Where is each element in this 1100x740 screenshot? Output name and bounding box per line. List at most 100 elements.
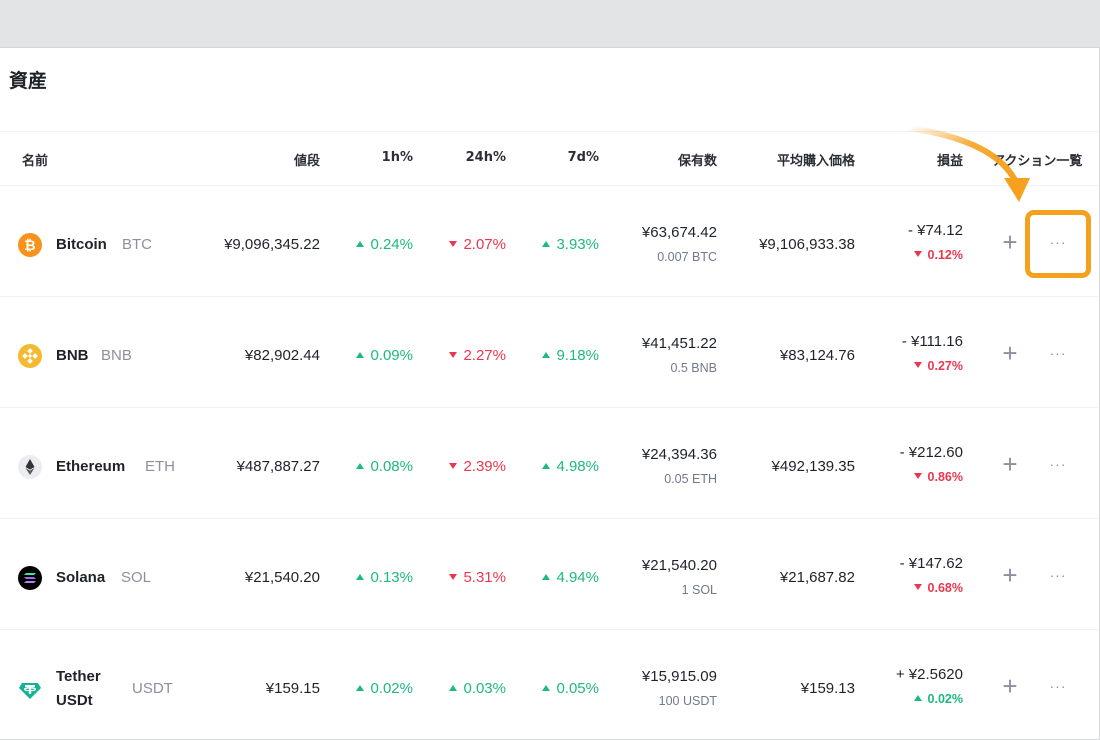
change-7d: 9.18% bbox=[542, 347, 599, 364]
coin-name-line2[interactable]: USDt bbox=[56, 692, 93, 709]
table-header: 名前 値段 1h% 24h% 7d% 保有数 平均購入価格 損益 アクション一覧 bbox=[0, 131, 1098, 186]
triangle-down-icon bbox=[449, 463, 458, 469]
holdings-amount: 1 SOL bbox=[681, 583, 717, 597]
holdings-value: ¥21,540.20 bbox=[641, 557, 717, 574]
tether-icon bbox=[18, 677, 42, 701]
triangle-down-icon bbox=[913, 362, 922, 368]
triangle-up-icon bbox=[542, 352, 551, 358]
triangle-up-icon bbox=[356, 463, 365, 469]
change-1h: 0.08% bbox=[356, 458, 413, 475]
price: ¥9,096,345.22 bbox=[224, 236, 320, 253]
header-1h[interactable]: 1h% bbox=[381, 150, 413, 165]
price: ¥82,902.44 bbox=[244, 347, 320, 364]
ethereum-icon bbox=[18, 455, 42, 479]
coin-symbol: BTC bbox=[122, 236, 152, 253]
more-options-button[interactable]: ··· bbox=[1049, 345, 1067, 361]
change-1h: 0.02% bbox=[356, 680, 413, 697]
triangle-down-icon bbox=[449, 574, 458, 580]
coin-name[interactable]: Ethereum bbox=[56, 458, 126, 475]
triangle-up-icon bbox=[356, 574, 365, 580]
panel-title: 資産 bbox=[9, 70, 48, 92]
holdings-amount: 100 USDT bbox=[658, 694, 717, 708]
top-bar bbox=[0, 0, 1100, 47]
add-transaction-button[interactable]: + bbox=[1002, 227, 1018, 257]
header-7d[interactable]: 7d% bbox=[567, 150, 599, 165]
price: ¥21,540.20 bbox=[244, 569, 320, 586]
callout-arrow-icon bbox=[905, 125, 1030, 202]
header-holdings[interactable]: 保有数 bbox=[677, 154, 717, 169]
pnl-percent: 0.12% bbox=[913, 248, 963, 262]
change-7d: 4.98% bbox=[542, 458, 599, 475]
change-7d: 0.05% bbox=[542, 680, 599, 697]
avg-buy-price: ¥492,139.35 bbox=[771, 458, 855, 475]
triangle-up-icon bbox=[542, 241, 551, 247]
triangle-up-icon bbox=[542, 463, 551, 469]
bitcoin-icon: ₿ bbox=[18, 233, 42, 257]
change-24h: 2.39% bbox=[449, 458, 506, 475]
triangle-down-icon bbox=[449, 241, 458, 247]
add-transaction-button[interactable]: + bbox=[1002, 560, 1018, 590]
triangle-up-icon bbox=[356, 241, 365, 247]
pnl-value: - ¥147.62 bbox=[899, 555, 963, 572]
coin-symbol: USDT bbox=[132, 680, 173, 697]
assets-panel: 資産 名前 値段 1h% 24h% 7d% 保有数 平均購入価格 損益 アクショ… bbox=[0, 47, 1100, 740]
change-1h: 0.09% bbox=[356, 347, 413, 364]
change-1h: 0.13% bbox=[356, 569, 413, 586]
triangle-down-icon bbox=[913, 473, 922, 479]
pnl-value: - ¥74.12 bbox=[907, 222, 963, 239]
coin-name-line1[interactable]: Tether bbox=[56, 668, 101, 685]
avg-buy-price: ¥159.13 bbox=[800, 680, 855, 697]
bnb-icon bbox=[18, 344, 42, 368]
asset-row-bnb[interactable]: BNB BNB ¥82,902.44 0.09% 2.27% 9.18% ¥41… bbox=[0, 297, 1098, 408]
triangle-down-icon bbox=[449, 352, 458, 358]
more-options-button[interactable]: ··· bbox=[1049, 456, 1067, 472]
asset-row-solana[interactable]: Solana SOL ¥21,540.20 0.13% 5.31% 4.94% … bbox=[0, 519, 1098, 630]
coin-name[interactable]: Solana bbox=[56, 569, 106, 586]
pnl-value: - ¥111.16 bbox=[901, 333, 963, 350]
asset-row-tether[interactable]: Tether USDt USDT ¥159.15 0.02% 0.03% 0.0… bbox=[0, 630, 1098, 740]
add-transaction-button[interactable]: + bbox=[1002, 449, 1018, 479]
more-options-button[interactable]: ··· bbox=[1049, 567, 1067, 583]
header-avg-buy-price[interactable]: 平均購入価格 bbox=[776, 154, 855, 169]
header-pnl[interactable]: 損益 bbox=[936, 154, 963, 169]
coin-symbol: SOL bbox=[121, 569, 152, 586]
holdings-amount: 0.05 ETH bbox=[664, 472, 717, 486]
coin-symbol: BNB bbox=[101, 347, 132, 364]
coin-name[interactable]: BNB bbox=[56, 347, 89, 364]
header-price[interactable]: 値段 bbox=[293, 154, 320, 169]
triangle-up-icon bbox=[449, 685, 458, 691]
pnl-percent: 0.68% bbox=[913, 581, 963, 595]
more-options-button[interactable]: ··· bbox=[1049, 678, 1067, 694]
triangle-up-icon bbox=[542, 685, 551, 691]
holdings-value: ¥41,451.22 bbox=[641, 335, 717, 352]
pnl-value: + ¥2.5620 bbox=[895, 666, 963, 683]
holdings-amount: 0.5 BNB bbox=[670, 361, 717, 375]
asset-row-bitcoin[interactable]: ₿ Bitcoin BTC ¥9,096,345.22 0.24% 2.07% … bbox=[0, 186, 1098, 297]
price: ¥159.15 bbox=[265, 680, 320, 697]
asset-row-ethereum[interactable]: Ethereum ETH ¥487,887.27 0.08% 2.39% 4.9… bbox=[0, 408, 1098, 519]
add-transaction-button[interactable]: + bbox=[1002, 338, 1018, 368]
change-24h: 5.31% bbox=[449, 569, 506, 586]
change-24h: 0.03% bbox=[449, 680, 506, 697]
change-24h: 2.07% bbox=[449, 236, 506, 253]
add-transaction-button[interactable]: + bbox=[1002, 671, 1018, 701]
pnl-value: - ¥212.60 bbox=[899, 444, 963, 461]
more-options-button[interactable]: ··· bbox=[1049, 234, 1067, 250]
triangle-up-icon bbox=[356, 352, 365, 358]
change-7d: 3.93% bbox=[542, 236, 599, 253]
more-options-highlight bbox=[1025, 210, 1091, 278]
avg-buy-price: ¥21,687.82 bbox=[779, 569, 855, 586]
triangle-up-icon bbox=[913, 695, 922, 701]
header-24h[interactable]: 24h% bbox=[465, 150, 506, 165]
pnl-percent: 0.02% bbox=[913, 692, 963, 706]
holdings-value: ¥15,915.09 bbox=[641, 668, 717, 685]
header-actions: アクション一覧 bbox=[992, 154, 1083, 169]
pnl-percent: 0.86% bbox=[913, 470, 963, 484]
coin-name[interactable]: Bitcoin bbox=[56, 236, 107, 253]
change-24h: 2.27% bbox=[449, 347, 506, 364]
price: ¥487,887.27 bbox=[236, 458, 320, 475]
holdings-value: ¥24,394.36 bbox=[641, 446, 717, 463]
change-1h: 0.24% bbox=[356, 236, 413, 253]
header-name[interactable]: 名前 bbox=[22, 154, 49, 169]
triangle-up-icon bbox=[542, 574, 551, 580]
